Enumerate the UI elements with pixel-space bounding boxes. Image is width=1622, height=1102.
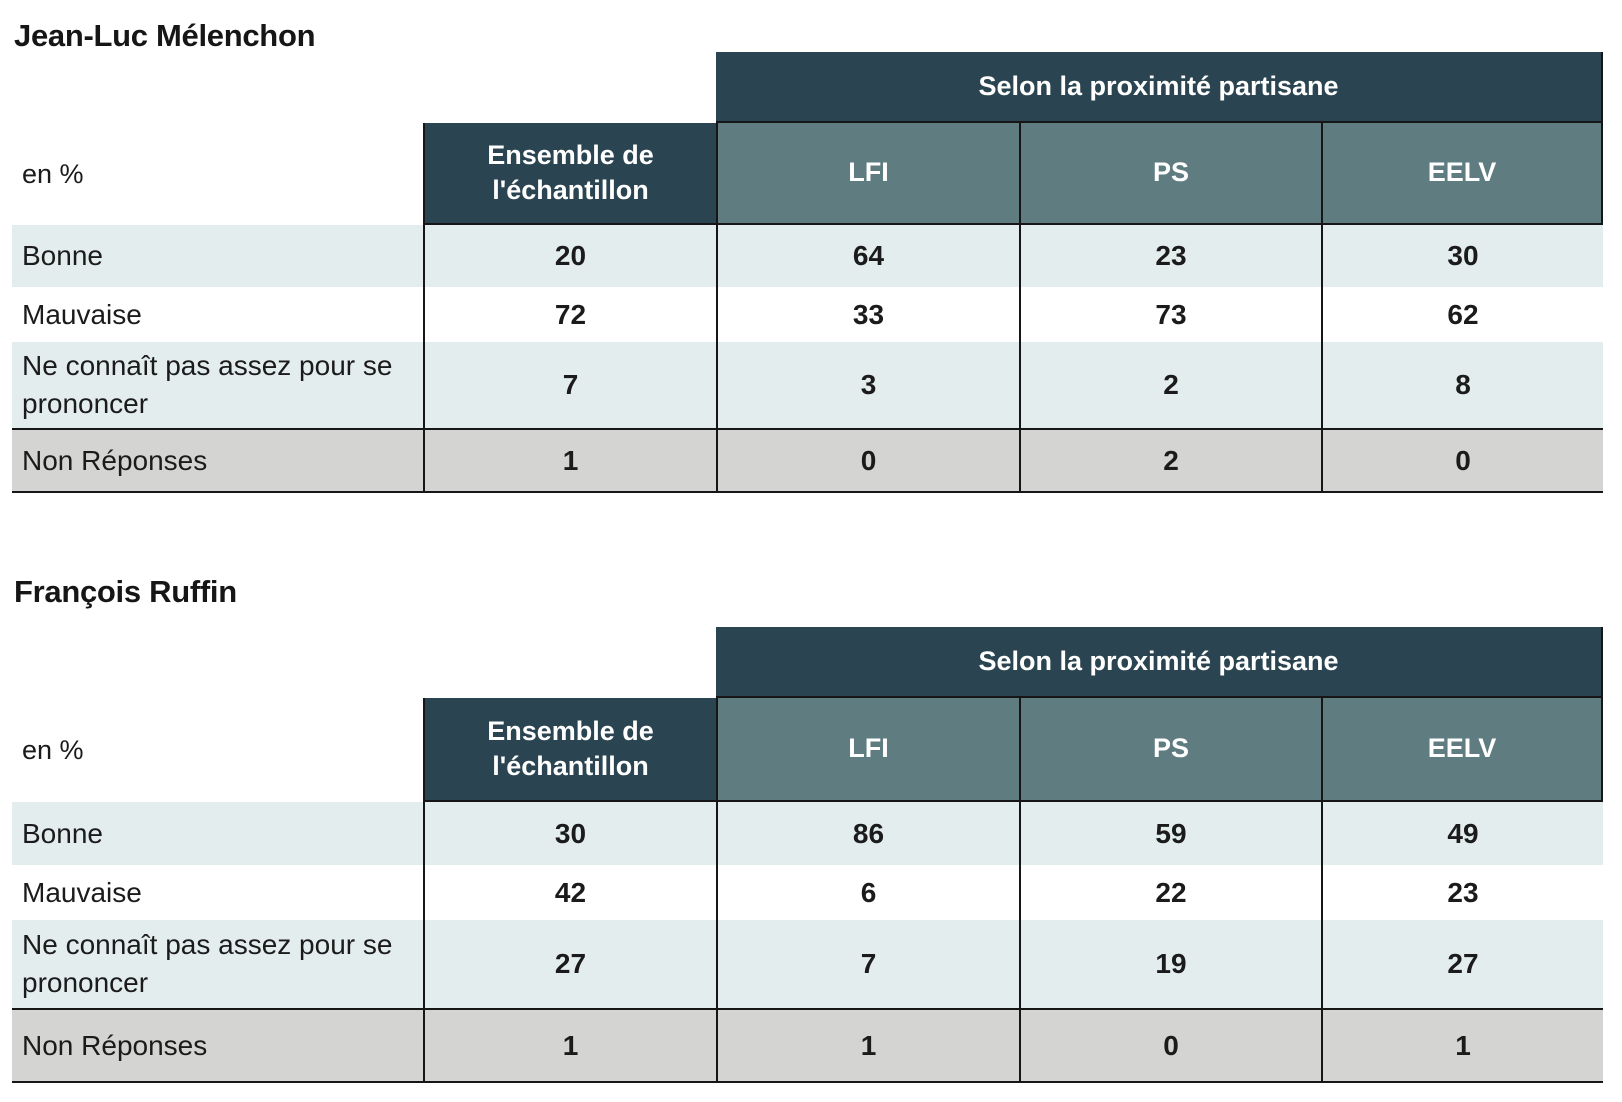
value-cell: 0 bbox=[716, 428, 1019, 493]
value-cell: 7 bbox=[716, 920, 1019, 1008]
row-label: Non Réponses bbox=[12, 1008, 423, 1083]
melenchon-table: Selon la proximité partisane en % Ensemb… bbox=[12, 52, 1603, 493]
row-label: Mauvaise bbox=[12, 865, 423, 920]
value-cell: 49 bbox=[1321, 802, 1603, 865]
row-label: Ne connaît pas assez pour se prononcer bbox=[12, 920, 423, 1008]
value-cell: 33 bbox=[716, 287, 1019, 342]
value-cell: 72 bbox=[423, 287, 716, 342]
unit-label: en % bbox=[12, 123, 423, 225]
column-header-ensemble: Ensemble de l'échantillon bbox=[423, 698, 716, 802]
ruffin-table: Selon la proximité partisane en % Ensemb… bbox=[12, 627, 1603, 1083]
column-header-eelv: EELV bbox=[1321, 698, 1603, 802]
value-cell: 0 bbox=[1321, 428, 1603, 493]
value-cell: 64 bbox=[716, 225, 1019, 287]
value-cell: 3 bbox=[716, 342, 1019, 428]
value-cell: 7 bbox=[423, 342, 716, 428]
value-cell: 86 bbox=[716, 802, 1019, 865]
column-header-eelv: EELV bbox=[1321, 123, 1603, 225]
value-cell: 73 bbox=[1019, 287, 1321, 342]
value-cell: 2 bbox=[1019, 342, 1321, 428]
column-header-ps: PS bbox=[1019, 698, 1321, 802]
value-cell: 42 bbox=[423, 865, 716, 920]
row-label: Bonne bbox=[12, 225, 423, 287]
value-cell: 30 bbox=[423, 802, 716, 865]
group-header-band: Selon la proximité partisane bbox=[716, 52, 1603, 123]
value-cell: 22 bbox=[1019, 865, 1321, 920]
column-header-ps: PS bbox=[1019, 123, 1321, 225]
value-cell: 23 bbox=[1019, 225, 1321, 287]
row-label: Ne connaît pas assez pour se prononcer bbox=[12, 342, 423, 428]
value-cell: 0 bbox=[1019, 1008, 1321, 1083]
column-header-lfi: LFI bbox=[716, 698, 1019, 802]
value-cell: 1 bbox=[716, 1008, 1019, 1083]
spacer-cell bbox=[12, 52, 423, 123]
column-header-lfi: LFI bbox=[716, 123, 1019, 225]
value-cell: 30 bbox=[1321, 225, 1603, 287]
group-header-band: Selon la proximité partisane bbox=[716, 627, 1603, 698]
row-label: Mauvaise bbox=[12, 287, 423, 342]
value-cell: 1 bbox=[423, 428, 716, 493]
spacer-cell bbox=[423, 627, 716, 698]
value-cell: 19 bbox=[1019, 920, 1321, 1008]
value-cell: 2 bbox=[1019, 428, 1321, 493]
unit-label: en % bbox=[12, 698, 423, 802]
value-cell: 8 bbox=[1321, 342, 1603, 428]
row-label: Non Réponses bbox=[12, 428, 423, 493]
spacer-cell bbox=[12, 627, 423, 698]
value-cell: 27 bbox=[423, 920, 716, 1008]
row-label: Bonne bbox=[12, 802, 423, 865]
table-title-ruffin: François Ruffin bbox=[14, 574, 237, 609]
table-title-melenchon: Jean-Luc Mélenchon bbox=[14, 18, 316, 53]
value-cell: 27 bbox=[1321, 920, 1603, 1008]
spacer-cell bbox=[423, 52, 716, 123]
column-header-ensemble: Ensemble de l'échantillon bbox=[423, 123, 716, 225]
value-cell: 6 bbox=[716, 865, 1019, 920]
value-cell: 1 bbox=[1321, 1008, 1603, 1083]
value-cell: 59 bbox=[1019, 802, 1321, 865]
value-cell: 23 bbox=[1321, 865, 1603, 920]
value-cell: 62 bbox=[1321, 287, 1603, 342]
value-cell: 1 bbox=[423, 1008, 716, 1083]
value-cell: 20 bbox=[423, 225, 716, 287]
